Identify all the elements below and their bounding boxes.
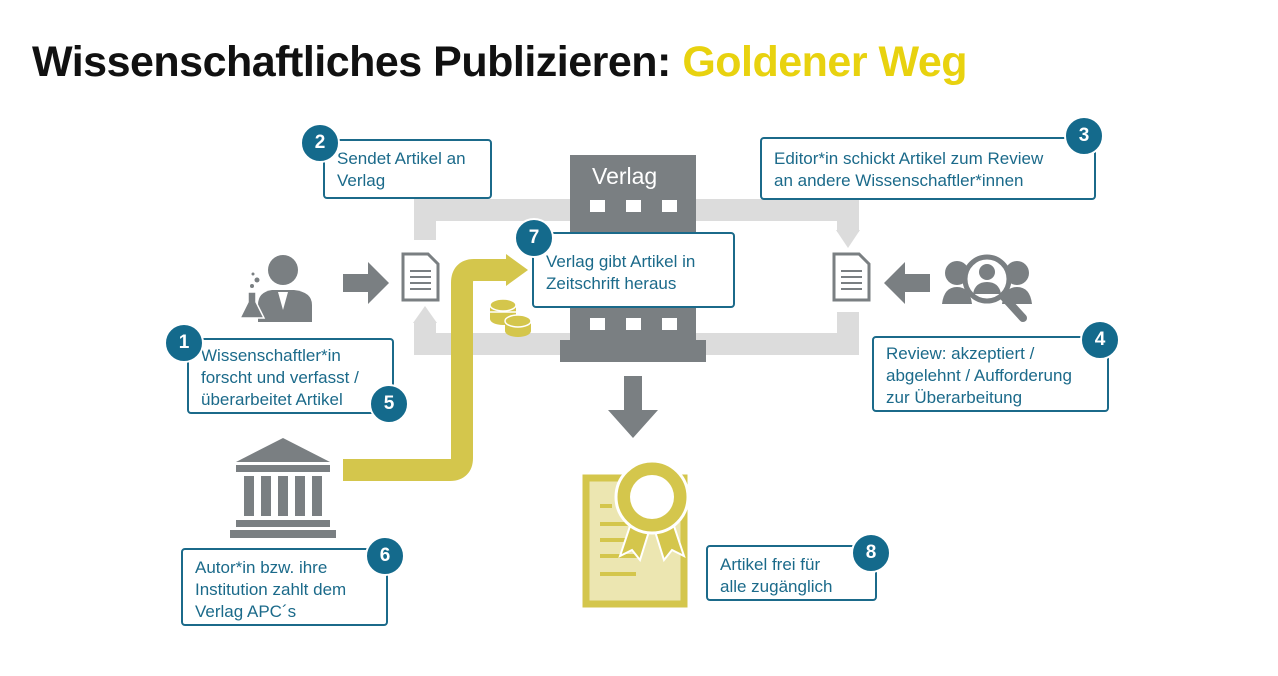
step-1-box: Wissenschaftler*in forscht und verfasst … (187, 338, 394, 414)
step-2-line-2: Verlag (337, 171, 386, 190)
scientist-icon (238, 255, 312, 322)
step-6-line-3: Verlag APC´s (195, 602, 297, 621)
step-1-line-2: forscht und verfasst / (201, 368, 359, 387)
step-3-line-2: an andere Wissenschaftler*innen (774, 171, 1024, 190)
step-3-line-1: Editor*in schickt Artikel zum Review (774, 149, 1044, 168)
step-4-line-2: abgelehnt / Aufforderung (886, 366, 1072, 385)
step-2-line-1: Sendet Artikel an (337, 149, 466, 168)
certificate-icon (582, 459, 690, 608)
step-7-line-1: Verlag gibt Artikel in (546, 252, 696, 271)
document-icon (832, 252, 871, 302)
document-icon (401, 252, 440, 302)
step-badge-8: 8 (851, 533, 891, 573)
reviewers-icon (942, 254, 1032, 322)
step-4-box: Review: akzeptiert / abgelehnt / Aufford… (872, 336, 1109, 412)
coins-icon (489, 298, 532, 337)
step-8-line-2: alle zugänglich (720, 577, 833, 596)
arrow-icon (884, 262, 930, 304)
step-3-box: Editor*in schickt Artikel zum Review an … (760, 137, 1096, 200)
publisher-label: Verlag (592, 163, 658, 189)
page-title: Wissenschaftliches Publizieren: Goldener… (32, 38, 968, 87)
step-badge-1: 1 (164, 323, 204, 363)
step-badge-5: 5 (369, 384, 409, 424)
step-6-line-2: Institution zahlt dem (195, 580, 347, 599)
step-7-box: Verlag gibt Artikel in Zeitschrift herau… (532, 232, 735, 308)
title-prefix: Wissenschaftliches Publizieren: (32, 38, 671, 86)
step-8-box: Artikel frei für alle zugänglich (706, 545, 877, 601)
step-badge-4: 4 (1080, 320, 1120, 360)
step-4-line-1: Review: akzeptiert / (886, 344, 1035, 363)
arrow-icon (343, 262, 389, 304)
payment-arrow (343, 254, 528, 481)
step-badge-6: 6 (365, 536, 405, 576)
institution-icon (230, 438, 336, 538)
step-badge-7: 7 (514, 218, 554, 258)
step-badge-2: 2 (300, 123, 340, 163)
step-6-line-1: Autor*in bzw. ihre (195, 558, 328, 577)
step-1-line-1: Wissenschaftler*in (201, 346, 341, 365)
step-7-line-2: Zeitschrift heraus (546, 274, 677, 293)
step-1-line-3: überarbeitet Artikel (201, 390, 343, 409)
step-8-line-1: Artikel frei für (720, 555, 821, 574)
step-badge-3: 3 (1064, 116, 1104, 156)
step-2-box: Sendet Artikel an Verlag (323, 139, 492, 199)
step-6-box: Autor*in bzw. ihre Institution zahlt dem… (181, 548, 388, 626)
step-4-line-3: zur Überarbeitung (886, 388, 1023, 407)
title-highlight: Goldener Weg (682, 38, 968, 86)
arrow-icon (608, 376, 658, 438)
